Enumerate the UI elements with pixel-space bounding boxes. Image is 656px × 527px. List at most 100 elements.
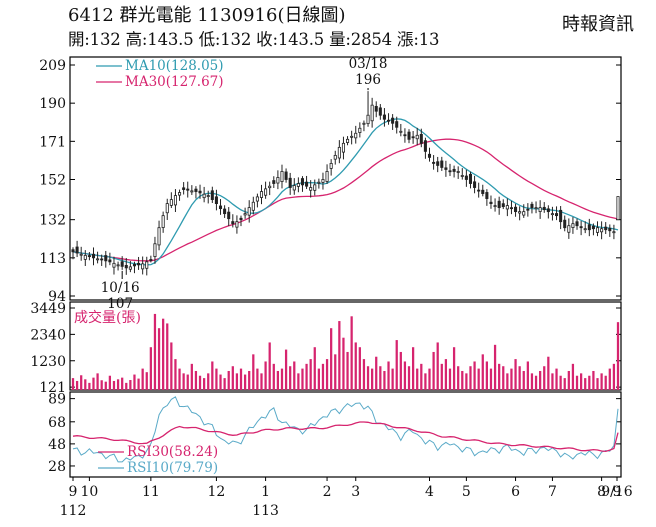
chart-date-tag: 1130916(日線圖) — [197, 5, 346, 26]
candle-body — [370, 104, 374, 122]
candle-body — [120, 261, 124, 267]
volume-bar — [207, 373, 210, 390]
volume-bar — [325, 359, 329, 390]
volume-bar — [498, 363, 501, 390]
volume-bar — [559, 375, 562, 390]
volume-bar — [211, 361, 214, 390]
candle-body — [337, 146, 341, 159]
candle-body — [358, 127, 362, 133]
volume-bar — [432, 351, 435, 390]
volume-bar — [485, 361, 488, 390]
volume-bar — [243, 374, 247, 390]
volume-bar — [100, 380, 103, 390]
candle-body — [595, 227, 600, 233]
x-tick-label: 1 — [261, 484, 270, 500]
volume-bar — [317, 368, 320, 390]
candle-body — [448, 170, 452, 173]
candle-body — [198, 190, 202, 194]
candle-body — [329, 163, 333, 169]
volume-bar — [96, 373, 99, 390]
volume-bar — [600, 373, 603, 390]
candle-body — [83, 255, 87, 260]
volume-bar — [166, 323, 169, 390]
volume-bar — [526, 361, 529, 390]
rsi30-line — [72, 421, 619, 453]
volume-bar — [162, 318, 165, 390]
candle-body — [419, 134, 423, 144]
candle-body — [395, 121, 399, 128]
candle-body — [403, 134, 407, 137]
candle-body — [141, 263, 145, 270]
volume-bar — [407, 366, 411, 390]
price-tick-label: 190 — [39, 96, 66, 112]
volume-bar — [522, 370, 525, 390]
legend-ma30: MA30(127.67) — [125, 74, 224, 90]
candle-body — [251, 201, 255, 211]
candle-body — [374, 105, 378, 112]
volume-bar — [379, 366, 382, 390]
x-tick-year: 112 — [60, 503, 87, 519]
candle-body — [280, 171, 284, 182]
candle-body — [206, 195, 210, 197]
volume-bar — [264, 361, 267, 390]
ma10-line — [72, 118, 619, 266]
candle-body — [411, 136, 415, 139]
volume-bar — [248, 370, 251, 390]
candle-body — [247, 207, 251, 216]
volume-bar — [231, 366, 234, 390]
legend-rsi10: RSI10(79.79) — [127, 460, 218, 476]
candle-body — [157, 227, 161, 246]
rsi-tick-label: 28 — [48, 459, 66, 475]
candle-body — [346, 138, 350, 143]
price-tick-label: 171 — [39, 134, 66, 150]
volume-bar — [198, 375, 202, 390]
candle-body — [382, 114, 386, 120]
volume-bar — [375, 356, 378, 390]
volume-bar — [608, 368, 611, 390]
candle-body — [600, 228, 604, 233]
candle-body — [91, 253, 96, 259]
candle-body — [407, 131, 411, 140]
volume-bar — [112, 380, 116, 390]
x-tick-label: 9 — [69, 484, 78, 500]
volume-bar — [506, 373, 509, 390]
chart-title: 6412 群光電能 1130916(日線圖) — [68, 6, 346, 26]
candle-body — [288, 177, 292, 188]
candle-body — [468, 173, 473, 184]
candle-body — [325, 171, 329, 182]
candle-body — [440, 160, 444, 168]
candle-body — [526, 208, 530, 211]
candle-body — [485, 192, 489, 199]
volume-bar — [567, 370, 570, 390]
candle-body — [452, 168, 456, 172]
legend-rsi30: RSI30(58.24) — [127, 444, 218, 460]
volume-bar — [575, 375, 579, 390]
candle-body — [227, 211, 231, 220]
volume-bar — [153, 313, 157, 390]
volume-bar — [563, 378, 566, 390]
candle-body — [333, 154, 337, 160]
annotation-high-date: 03/18 — [349, 56, 388, 72]
candle-body — [464, 175, 468, 180]
volume-bar — [420, 363, 423, 390]
candle-body — [313, 184, 317, 191]
volume-bar — [260, 373, 263, 390]
volume-bar — [489, 368, 493, 390]
volume-bar — [366, 366, 370, 390]
volume-bar — [276, 370, 280, 390]
candle-body — [481, 189, 485, 194]
candle-body — [616, 196, 620, 221]
volume-bar — [194, 370, 198, 390]
volume-bar — [75, 380, 79, 390]
candle-body — [173, 195, 177, 206]
volume-panel-frame — [69, 301, 622, 391]
volume-bar — [330, 328, 333, 390]
volume-bar — [502, 366, 505, 390]
candle-body — [391, 117, 395, 124]
candle-body — [432, 161, 436, 164]
volume-bar — [362, 359, 366, 390]
candle-body — [550, 213, 554, 216]
volume-bar — [592, 370, 595, 390]
candle-body — [178, 192, 182, 196]
volume-bar — [387, 361, 390, 390]
